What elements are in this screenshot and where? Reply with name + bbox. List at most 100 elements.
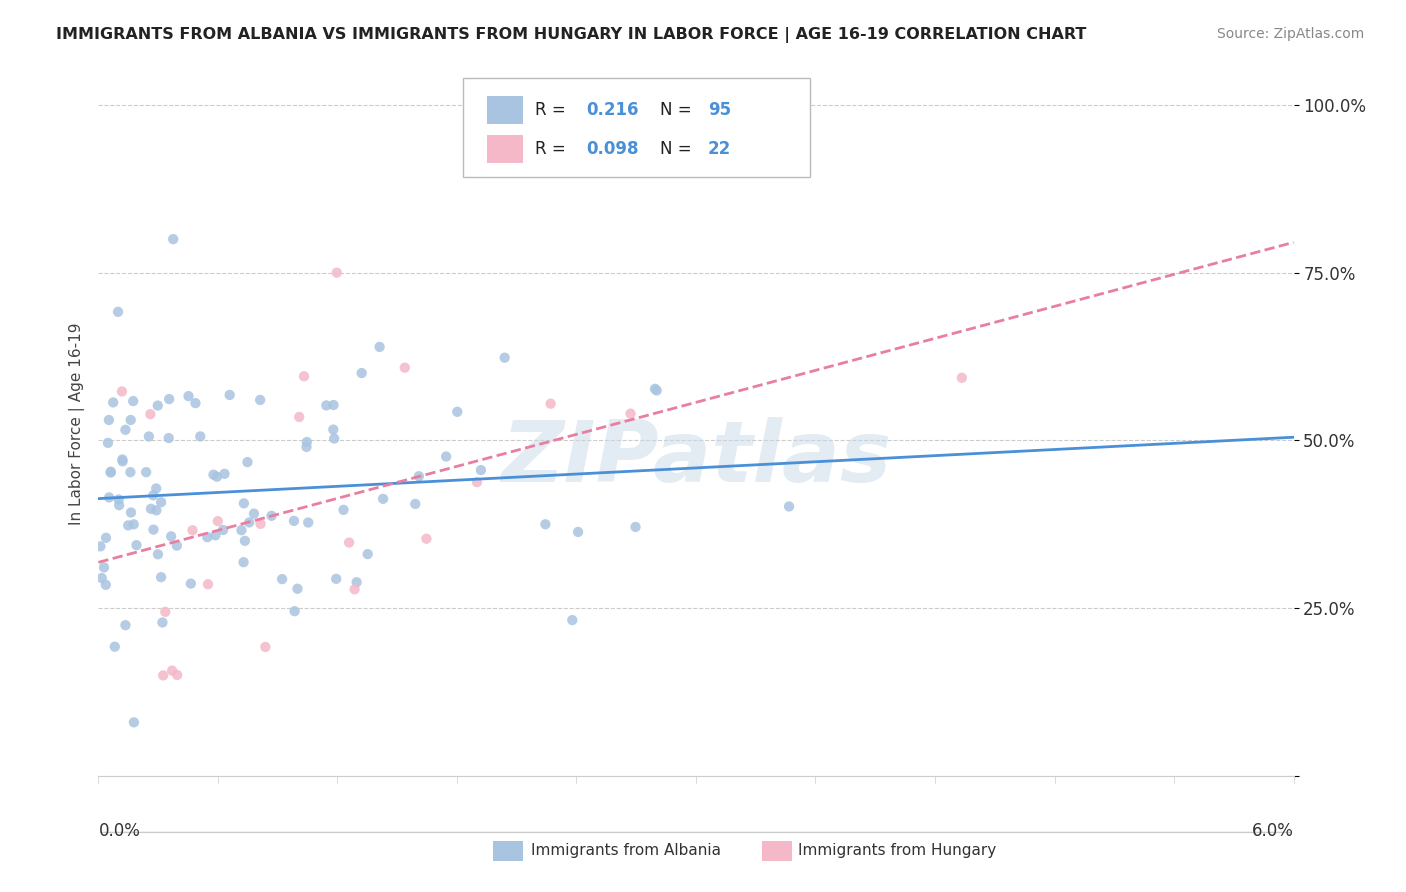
Point [117,518,139,533]
Text: 22: 22 [709,140,731,158]
FancyBboxPatch shape [762,841,792,861]
Point [111,454,134,468]
Point [322,423,344,437]
Text: R =: R = [534,140,571,158]
Point [207,514,229,528]
Point [142,488,165,502]
Text: R =: R = [534,101,571,120]
Point [249,392,271,407]
Point [157,431,180,445]
Point [122,715,145,730]
Point [295,440,318,454]
Point [145,503,167,517]
Point [122,394,145,409]
FancyBboxPatch shape [463,78,810,177]
Point [287,582,309,596]
Point [567,524,589,539]
Point [111,384,134,399]
Point [108,498,131,512]
Point [284,604,307,618]
Text: Source: ZipAtlas.com: Source: ZipAtlas.com [1216,27,1364,41]
Point [111,452,134,467]
Point [142,523,165,537]
Point [125,538,148,552]
Point [114,423,136,437]
Text: 6.0%: 6.0% [1251,822,1294,840]
Point [120,465,142,479]
Point [950,371,973,385]
Text: ZIPatlas: ZIPatlas [501,417,891,500]
Point [408,469,430,483]
Point [162,232,184,246]
Point [212,523,235,537]
Point [494,351,516,365]
FancyBboxPatch shape [494,841,523,861]
Point [415,532,437,546]
Point [160,529,183,543]
Point [322,398,344,412]
Text: Immigrants from Albania: Immigrants from Albania [531,843,721,857]
Point [645,384,668,398]
Point [288,409,311,424]
Text: 0.0%: 0.0% [98,822,141,840]
FancyBboxPatch shape [486,96,523,124]
Point [346,575,368,590]
Point [343,582,366,597]
Point [181,523,204,537]
Point [254,640,277,654]
Point [188,429,211,443]
Point [94,578,117,592]
Point [368,340,391,354]
Point [297,516,319,530]
Point [619,407,641,421]
Point [122,517,145,532]
Point [100,466,122,480]
Point [157,392,180,406]
Point [315,398,337,412]
Point [232,555,254,569]
Point [260,508,283,523]
Point [107,305,129,319]
Point [120,413,142,427]
Point [434,450,457,464]
Point [97,436,120,450]
Point [326,266,349,280]
Point [195,530,218,544]
Point [232,496,254,510]
Point [138,429,160,443]
Point [778,500,800,514]
Point [103,395,125,409]
Point [94,531,117,545]
Point [218,388,240,402]
Point [166,539,188,553]
Point [292,369,315,384]
Point [231,523,253,537]
Point [204,528,226,542]
Point [205,469,228,483]
Point [150,495,173,509]
Y-axis label: In Labor Force | Age 16-19: In Labor Force | Age 16-19 [69,322,84,525]
Point [644,382,666,396]
Point [624,520,647,534]
Point [561,613,583,627]
Point [93,560,115,574]
FancyBboxPatch shape [486,135,523,163]
Point [114,618,136,632]
Point [202,467,225,482]
Point [177,389,200,403]
Point [152,615,174,630]
Point [371,491,394,506]
Point [139,501,162,516]
Point [540,397,562,411]
Point [89,539,111,553]
Text: 0.216: 0.216 [586,101,638,120]
Point [100,465,122,479]
Point [197,577,219,591]
Point [98,491,121,505]
Point [184,396,207,410]
Point [470,463,492,477]
Point [534,517,557,532]
Point [214,467,236,481]
Point [332,503,354,517]
Point [146,399,169,413]
